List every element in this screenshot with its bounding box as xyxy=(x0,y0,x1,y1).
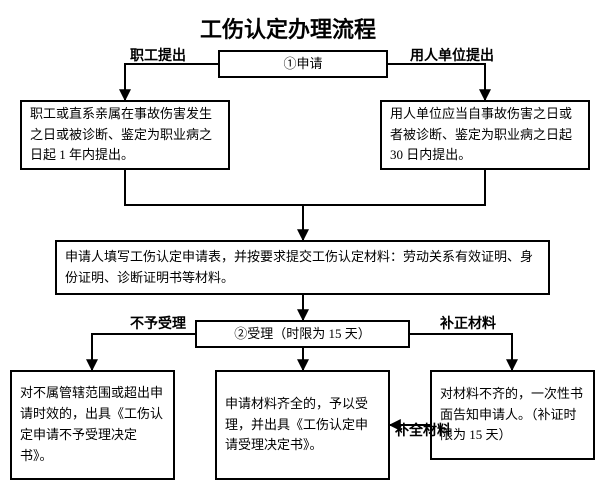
node-reject: 对不属管辖范围或超出申请时效的，出具《工伤认定申请不予受理决定书》。 xyxy=(10,370,175,480)
label-supplement-material: 补正材料 xyxy=(440,313,496,333)
node-accept-text: ②受理（时限为 15 天） xyxy=(234,324,371,345)
node-supplement-text: 对材料不齐的，一次性书面告知申请人。（补证时限为 15 天） xyxy=(440,384,585,446)
node-reject-text: 对不属管辖范围或超出申请时效的，出具《工伤认定申请不予受理决定书》。 xyxy=(20,383,165,466)
node-accept: ②受理（时限为 15 天） xyxy=(195,320,410,348)
node-supplement: 对材料不齐的，一次性书面告知申请人。（补证时限为 15 天） xyxy=(430,370,595,460)
label-not-accepted: 不予受理 xyxy=(130,313,186,333)
node-approve: 申请材料齐全的，予以受理，并出具《工伤认定申请受理决定书》。 xyxy=(215,370,390,480)
node-apply-text: ①申请 xyxy=(283,54,322,75)
node-unit-text: 用人单位应当自事故伤害之日或者被诊断、鉴定为职业病之日起 30 日内提出。 xyxy=(390,104,580,166)
label-supplement-all: 补全材料 xyxy=(395,420,451,440)
node-employee-requirement: 职工或直系亲属在事故伤害发生之日或被诊断、鉴定为职业病之日起 1 年内提出。 xyxy=(20,100,230,170)
node-emp-text: 职工或直系亲属在事故伤害发生之日或被诊断、鉴定为职业病之日起 1 年内提出。 xyxy=(30,104,220,166)
node-materials: 申请人填写工伤认定申请表，并按要求提交工伤认定材料：劳动关系有效证明、身份证明、… xyxy=(55,240,550,295)
node-unit-requirement: 用人单位应当自事故伤害之日或者被诊断、鉴定为职业病之日起 30 日内提出。 xyxy=(380,100,590,170)
node-approve-text: 申请材料齐全的，予以受理，并出具《工伤认定申请受理决定书》。 xyxy=(225,394,380,456)
node-materials-text: 申请人填写工伤认定申请表，并按要求提交工伤认定材料：劳动关系有效证明、身份证明、… xyxy=(65,247,540,289)
node-apply: ①申请 xyxy=(218,50,388,78)
chart-title: 工伤认定办理流程 xyxy=(200,12,376,44)
label-employee-submit: 职工提出 xyxy=(130,45,186,65)
flowchart-canvas: 工伤认定办理流程 ①申请 职工或直系亲属在事故伤害发生之日或被诊断、鉴定为职业病… xyxy=(0,0,606,500)
label-unit-submit: 用人单位提出 xyxy=(410,45,494,65)
